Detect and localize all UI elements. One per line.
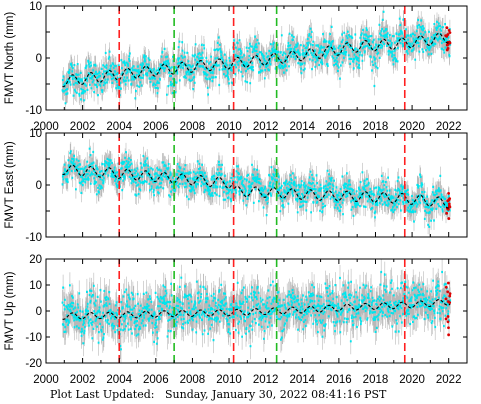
y-tick-label: 20 <box>29 254 42 266</box>
x-tick-label: 2016 <box>326 374 352 386</box>
error-bars <box>62 139 451 237</box>
x-tick-label: 2010 <box>216 374 242 386</box>
x-tick-label: 2012 <box>253 374 279 386</box>
recent-point <box>447 281 450 285</box>
y-tick-label: 10 <box>29 128 42 140</box>
recent-point <box>446 315 450 318</box>
recent-point <box>448 292 452 296</box>
model-fit-line <box>62 164 451 209</box>
recent-point <box>446 47 450 50</box>
x-tick-label: 2012 <box>253 121 279 133</box>
y-tick-label: 0 <box>36 53 42 65</box>
recent-point <box>447 202 451 206</box>
x-tick-label: 2020 <box>399 121 425 133</box>
x-tick-label: 2006 <box>143 374 169 386</box>
x-tick-label: 2008 <box>180 121 206 133</box>
y-tick-label: 10 <box>29 280 42 292</box>
recent-point <box>448 40 451 44</box>
x-tick-label: 2004 <box>106 121 132 133</box>
y-axis-label: FMVT North (mm) <box>4 12 16 105</box>
recent-point <box>447 29 451 32</box>
recent-point <box>445 211 449 215</box>
chart-panel-2: 2000 2002 2004 2006 2008 2010 2012 2014 2016 2018… <box>4 254 468 386</box>
y-tick-label: 0 <box>36 306 42 318</box>
recent-point <box>445 26 449 30</box>
daily-positions <box>61 147 452 228</box>
x-tick-label: 2022 <box>436 374 462 386</box>
x-tick-label: 2002 <box>70 121 96 133</box>
panel-data-area <box>61 259 452 363</box>
recent-point <box>446 290 450 294</box>
y-tick-label: -10 <box>25 105 42 117</box>
panel-data-area <box>61 139 452 237</box>
x-tick-label: 2006 <box>143 121 169 133</box>
recent-point <box>446 33 450 36</box>
y-axis-label: FMVT Up (mm) <box>4 271 16 350</box>
x-tick-label: 2014 <box>289 121 315 133</box>
recent-point <box>444 297 448 301</box>
x-tick-label: 2010 <box>216 121 242 133</box>
model-fit-line <box>62 32 451 88</box>
recent-point <box>447 326 450 330</box>
x-tick-label: 2002 <box>70 374 96 386</box>
y-tick-label: -10 <box>25 232 42 244</box>
y-tick-label: 10 <box>29 1 42 13</box>
x-tick-label: 2000 <box>33 121 59 133</box>
recent-point <box>446 320 450 324</box>
recent-point <box>444 317 448 321</box>
x-tick-label: 2000 <box>33 374 59 386</box>
x-tick-label: 2014 <box>289 374 315 386</box>
y-tick-label: -20 <box>25 358 42 370</box>
chart-panel-1: -10 0 10 FMVT East (mm) <box>4 128 468 244</box>
x-tick-label: 2022 <box>436 121 462 133</box>
recent-point <box>444 285 448 289</box>
plot-last-updated-label: Plot Last Updated: <box>50 388 155 401</box>
x-tick-label: 2008 <box>180 374 206 386</box>
recent-point <box>448 294 452 298</box>
recent-point <box>447 300 451 304</box>
x-tick-label: 2004 <box>106 374 132 386</box>
recent-point <box>447 333 451 337</box>
y-axis-label: FMVT East (mm) <box>4 141 16 228</box>
daily-positions <box>61 270 452 351</box>
recent-point <box>446 207 450 211</box>
recent-point <box>447 217 451 220</box>
plot-last-updated-value: Sunday, January 30, 2022 08:41:16 PST <box>164 388 387 401</box>
x-tick-label: 2016 <box>326 121 352 133</box>
y-tick-label: 0 <box>36 180 42 192</box>
x-tick-label: 2018 <box>363 121 389 133</box>
recent-point <box>448 31 452 35</box>
model-fit-line <box>62 299 451 320</box>
recent-point <box>447 198 451 202</box>
x-tick-label: 2018 <box>363 374 389 386</box>
y-tick-label: -10 <box>25 332 42 344</box>
x-tick-label: 2020 <box>399 374 425 386</box>
plot-last-updated: Plot Last Updated: Sunday, January 30, 2… <box>50 388 386 401</box>
recent-point <box>447 191 450 195</box>
panel-data-area <box>61 6 452 110</box>
chart-panel-0: 2000 2002 2004 2006 2008 2010 2012 2014 2016 2018… <box>4 1 468 133</box>
recent-point <box>448 204 451 208</box>
